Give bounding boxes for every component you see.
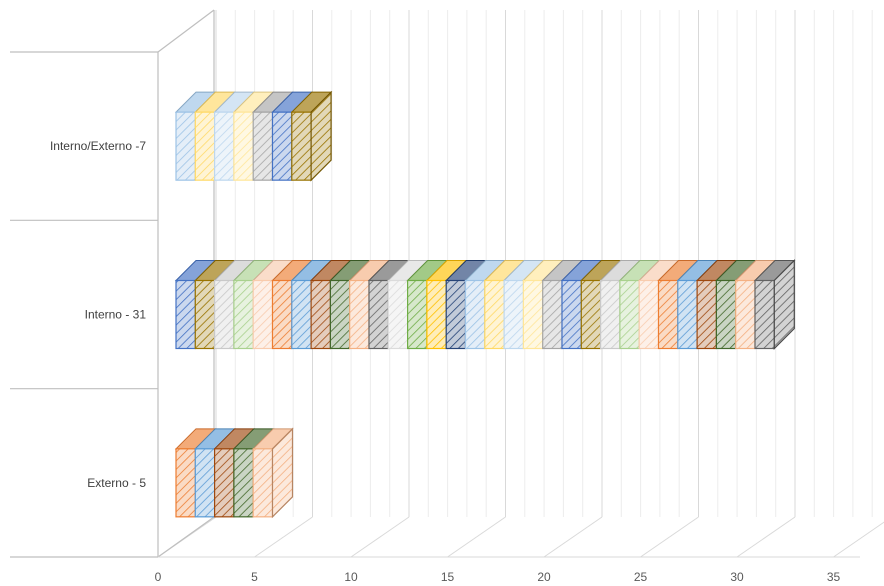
category-label: Externo - 5 [87, 476, 146, 490]
bar-segment [618, 260, 661, 350]
bar-segment [483, 260, 526, 350]
x-tick-label: 15 [441, 570, 455, 584]
bar-segment [444, 260, 487, 350]
x-tick-label: 20 [537, 570, 551, 584]
bar-segment [464, 260, 507, 350]
x-tick-label: 5 [251, 570, 258, 584]
bar-segment [560, 260, 603, 350]
bar-segment [213, 428, 256, 518]
category-label: Interno/Externo -7 [50, 139, 146, 153]
x-tick-label: 25 [634, 570, 648, 584]
bar-segment [309, 260, 352, 350]
bar-segment [271, 91, 314, 181]
bar-segment [213, 91, 256, 181]
bar-segment [637, 260, 680, 350]
labels-layer: Externo - 5 Interno - 31 Interno/Externo -… [50, 139, 841, 584]
bar-segment [290, 90, 333, 182]
bar-segment [734, 260, 777, 350]
bar-segment [251, 260, 294, 350]
bar-segment [213, 260, 256, 350]
bar-group [174, 427, 294, 519]
bar-segment [174, 260, 217, 350]
bar-segment [715, 260, 757, 350]
bar-segment [329, 260, 371, 350]
bar-segment [676, 260, 719, 350]
bar-segment [406, 260, 449, 350]
bar-segment [502, 260, 545, 350]
x-tick-label: 0 [155, 570, 162, 584]
x-tick-label: 35 [827, 570, 841, 584]
bar-segment [251, 427, 294, 519]
x-tick-label: 10 [344, 570, 358, 584]
bar-segment [194, 91, 236, 181]
category-label: Interno - 31 [85, 308, 147, 322]
bar-segment [695, 260, 738, 350]
bar-segment [348, 260, 391, 350]
bar-group [174, 259, 796, 350]
bar-group [174, 90, 333, 182]
bar-segment [522, 260, 564, 350]
bar-segment [387, 260, 429, 350]
bar-segment [174, 91, 217, 181]
bar-segment [290, 260, 333, 350]
bar-segment [657, 260, 700, 350]
bar-segment [599, 260, 642, 350]
bar-segment [753, 259, 796, 350]
bars-layer [174, 90, 796, 519]
x-tick-label: 30 [730, 570, 744, 584]
bar-segment [251, 91, 294, 181]
